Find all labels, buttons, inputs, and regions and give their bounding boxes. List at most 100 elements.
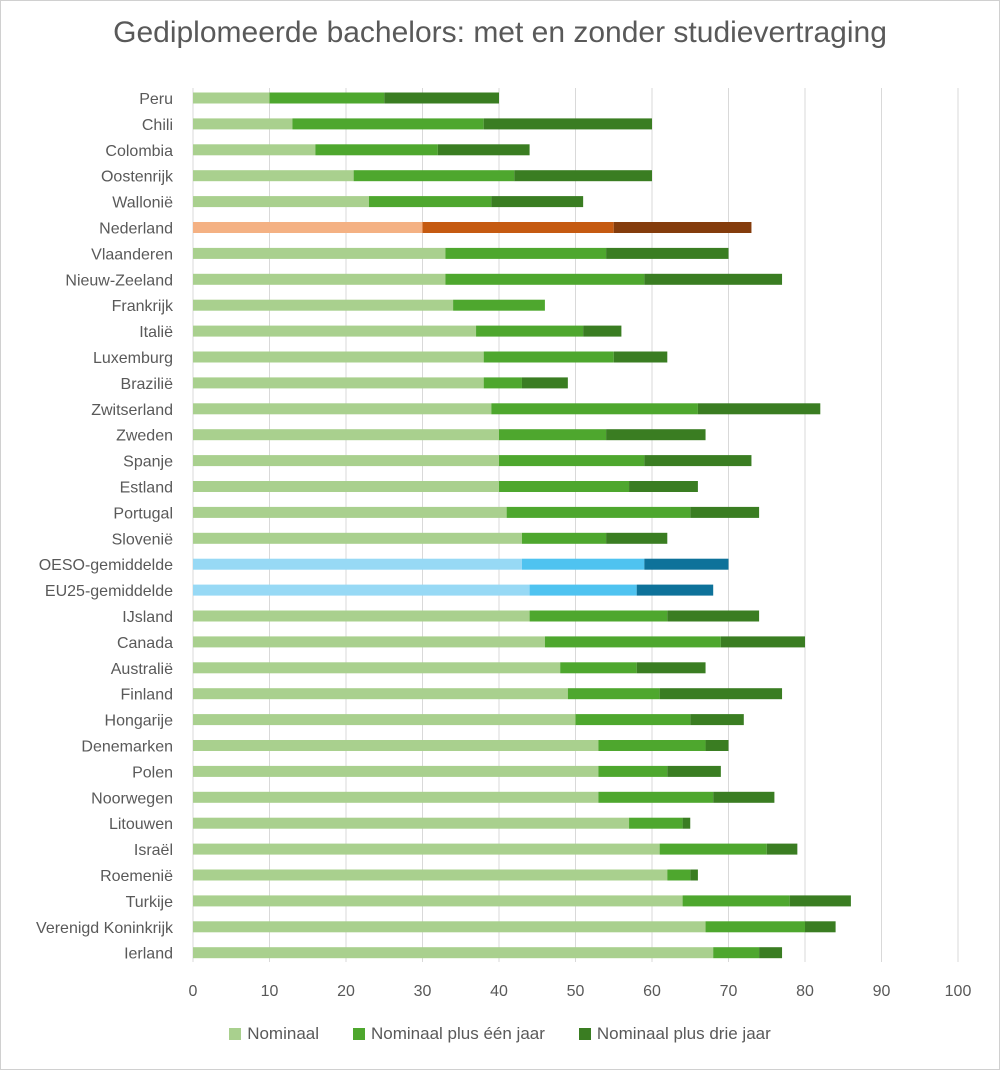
bar-segment xyxy=(521,532,607,544)
bar-segment xyxy=(193,222,423,233)
bar-segment xyxy=(713,947,760,959)
category-label: Chili xyxy=(142,117,173,134)
category-label: Ierland xyxy=(124,946,173,963)
bar-segment xyxy=(690,869,698,881)
bar-segment xyxy=(193,506,507,518)
bar-segment xyxy=(697,403,821,415)
bar-segment xyxy=(636,584,714,596)
bars xyxy=(193,92,851,959)
bar-segment xyxy=(193,740,599,751)
bar-segment xyxy=(193,429,499,441)
category-label: Polen xyxy=(132,764,173,781)
category-label: Colombia xyxy=(105,143,173,160)
bar-segment xyxy=(529,584,637,596)
category-label: Wallonië xyxy=(112,195,173,212)
category-label: Verenigd Koninkrijk xyxy=(36,920,174,937)
bar-segment xyxy=(193,610,530,622)
category-label: Italië xyxy=(139,324,173,341)
bar-segment xyxy=(292,118,484,130)
bar-segment xyxy=(193,688,568,700)
bar-segment xyxy=(713,791,775,803)
bar-segment xyxy=(193,921,706,933)
bar-segment xyxy=(193,817,630,829)
bar-segment xyxy=(606,247,729,259)
bar-segment xyxy=(422,222,614,233)
gridlines xyxy=(192,88,959,962)
bar-segment xyxy=(805,921,836,933)
bar-segment xyxy=(269,92,385,104)
category-label: Vlaanderen xyxy=(91,246,173,263)
bar-segment xyxy=(193,273,446,285)
bar-segment xyxy=(193,584,530,596)
category-label: Luxemburg xyxy=(93,350,173,367)
bar-segment xyxy=(315,144,438,156)
bar-segment xyxy=(629,817,683,829)
x-tick-label: 100 xyxy=(945,983,972,1000)
category-label: Frankrijk xyxy=(112,298,174,315)
bar-segment xyxy=(193,247,446,259)
bar-segment xyxy=(491,403,698,415)
legend: Nominaal Nominaal plus één jaar Nominaal… xyxy=(0,1024,1000,1044)
bar-segment xyxy=(193,869,668,881)
bar-segment xyxy=(598,765,668,777)
category-label: Hongarije xyxy=(105,713,174,730)
bar-segment xyxy=(193,636,545,648)
x-axis-tick-labels: 0 10 20 30 40 50 60 70 80 90 100 xyxy=(189,983,972,1000)
x-tick-label: 20 xyxy=(337,983,355,1000)
bar-segment xyxy=(682,817,691,829)
bar-segment xyxy=(690,714,744,726)
bar-segment xyxy=(613,222,752,233)
category-label: Roemenië xyxy=(100,868,173,885)
bar-segment xyxy=(193,299,454,311)
category-label: Peru xyxy=(139,91,173,108)
bar-segment xyxy=(193,403,492,415)
x-tick-label: 80 xyxy=(796,983,814,1000)
bar-segment xyxy=(193,532,522,544)
category-label: Oostenrijk xyxy=(101,169,174,186)
x-tick-label: 90 xyxy=(873,983,891,1000)
legend-item-plus-drie-jaar: Nominaal plus drie jaar xyxy=(578,1024,771,1044)
bar-segment xyxy=(644,558,729,570)
category-labels: Peru Chili Colombia Oostenrijk Wallonië Neder… xyxy=(36,91,174,963)
chart-title: Gediplomeerde bachelors: met en zonder s… xyxy=(113,16,887,49)
legend-swatch-plus-drie-jaar xyxy=(578,1028,591,1040)
bar-segment xyxy=(636,662,706,674)
bar-segment xyxy=(690,506,760,518)
legend-swatch-nominaal xyxy=(229,1028,242,1040)
bar-segment xyxy=(384,92,499,104)
bar-segment xyxy=(720,636,805,648)
bar-segment xyxy=(193,895,683,907)
category-label: EU25-gemiddelde xyxy=(45,583,173,600)
bar-segment xyxy=(644,273,783,285)
bar-segment xyxy=(560,662,637,674)
bar-segment xyxy=(445,273,645,285)
bar-segment xyxy=(766,843,798,855)
bar-segment xyxy=(193,791,599,803)
bar-segment xyxy=(567,688,660,700)
bar-segment xyxy=(598,791,714,803)
category-label: Estland xyxy=(120,480,173,497)
bar-segment xyxy=(583,325,622,337)
bar-segment xyxy=(499,455,645,467)
bar-segment xyxy=(193,843,660,855)
bar-segment xyxy=(789,895,851,907)
bar-segment xyxy=(368,196,492,208)
category-label: Litouwen xyxy=(109,816,173,833)
bar-segment xyxy=(606,532,668,544)
bar-segment xyxy=(499,429,607,441)
bar-segment xyxy=(483,351,614,363)
bar-segment xyxy=(193,662,561,674)
x-tick-label: 70 xyxy=(720,983,738,1000)
category-label: Israël xyxy=(134,842,173,859)
category-label: Slovenië xyxy=(112,531,173,548)
bar-segment xyxy=(705,740,729,751)
bar-segment xyxy=(193,325,477,337)
bar-segment xyxy=(193,558,522,570)
bar-segment xyxy=(193,196,369,208)
category-label: Finland xyxy=(121,687,173,704)
bar-segment xyxy=(193,947,714,959)
bar-segment xyxy=(659,843,767,855)
bar-segment xyxy=(193,481,499,492)
category-label: Nederland xyxy=(99,221,173,238)
